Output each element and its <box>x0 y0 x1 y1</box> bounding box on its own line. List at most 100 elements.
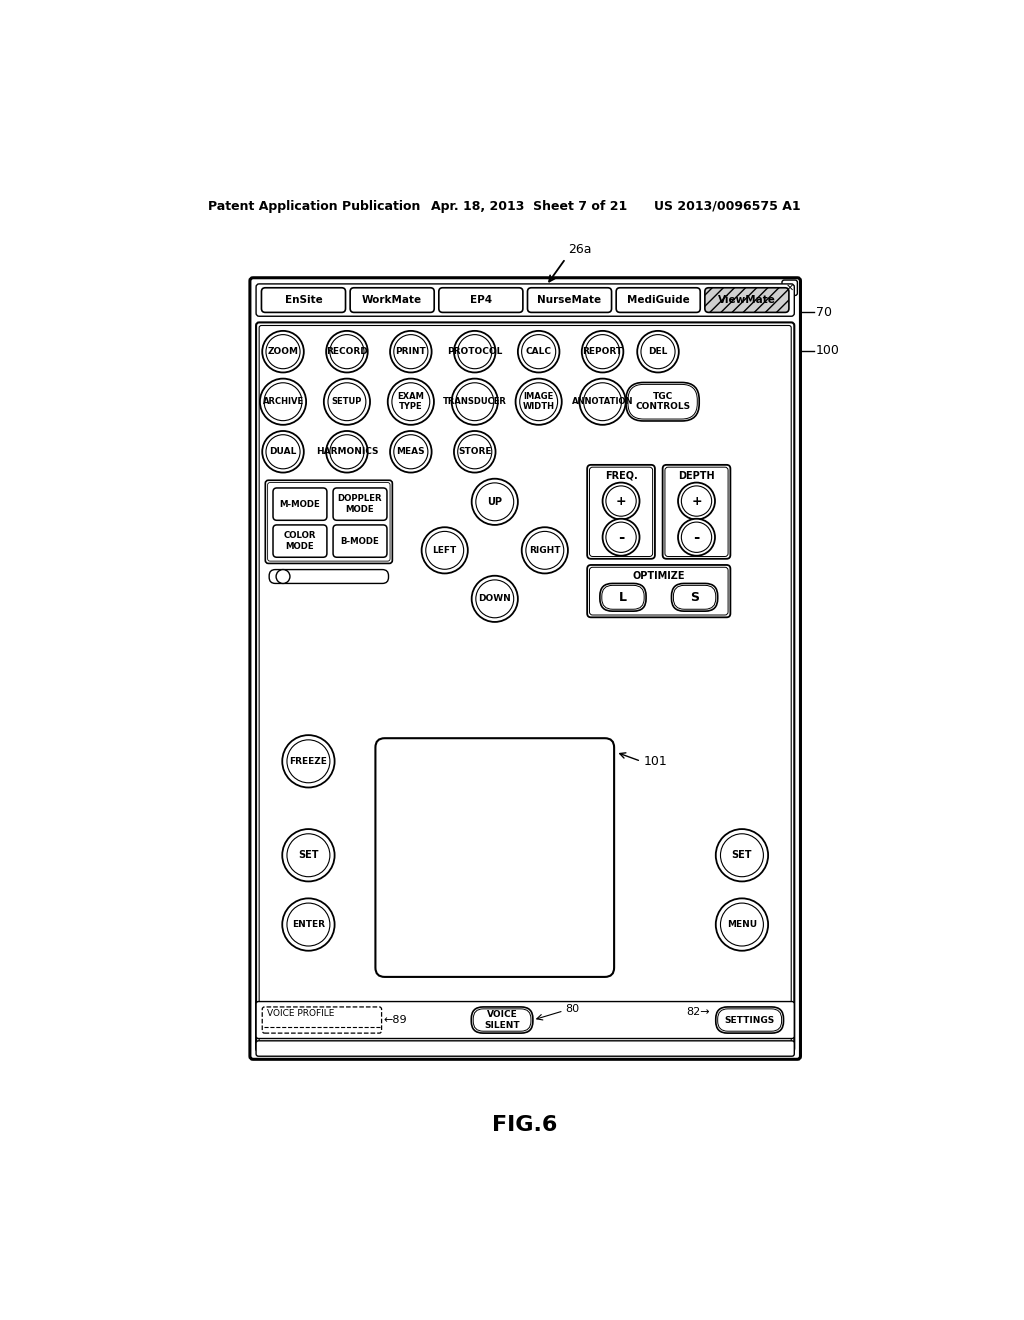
Circle shape <box>454 432 496 473</box>
Text: MEAS: MEAS <box>396 447 425 457</box>
FancyBboxPatch shape <box>705 288 788 313</box>
Text: DOWN: DOWN <box>478 594 511 603</box>
FancyBboxPatch shape <box>269 570 388 583</box>
Text: B-MODE: B-MODE <box>341 537 380 545</box>
Text: DEL: DEL <box>648 347 668 356</box>
Circle shape <box>458 335 492 368</box>
Circle shape <box>328 383 366 421</box>
Circle shape <box>283 829 335 882</box>
Text: SETUP: SETUP <box>332 397 362 407</box>
Text: EnSite: EnSite <box>285 296 323 305</box>
FancyBboxPatch shape <box>665 467 728 557</box>
Text: ANNOTATION: ANNOTATION <box>571 397 633 407</box>
Text: 82→: 82→ <box>686 1007 710 1018</box>
FancyBboxPatch shape <box>259 326 792 1048</box>
FancyBboxPatch shape <box>267 483 390 561</box>
Circle shape <box>602 483 640 520</box>
FancyBboxPatch shape <box>473 1008 531 1031</box>
FancyBboxPatch shape <box>590 568 728 615</box>
Text: Apr. 18, 2013  Sheet 7 of 21: Apr. 18, 2013 Sheet 7 of 21 <box>431 199 627 213</box>
Text: RIGHT: RIGHT <box>529 546 560 554</box>
FancyBboxPatch shape <box>265 480 392 564</box>
Text: TGC
CONTROLS: TGC CONTROLS <box>635 392 690 412</box>
Circle shape <box>287 834 330 876</box>
Text: FIG.6: FIG.6 <box>493 1115 557 1135</box>
Text: RECORD: RECORD <box>326 347 368 356</box>
Text: VOICE PROFILE: VOICE PROFILE <box>267 1008 334 1018</box>
FancyBboxPatch shape <box>439 288 523 313</box>
FancyBboxPatch shape <box>616 288 700 313</box>
Text: ENTER: ENTER <box>292 920 325 929</box>
Circle shape <box>283 899 335 950</box>
FancyBboxPatch shape <box>262 1007 382 1034</box>
FancyBboxPatch shape <box>376 738 614 977</box>
Text: SET: SET <box>298 850 318 861</box>
Circle shape <box>716 829 768 882</box>
FancyBboxPatch shape <box>716 1007 783 1034</box>
Circle shape <box>264 383 302 421</box>
FancyBboxPatch shape <box>256 284 795 317</box>
Circle shape <box>390 432 432 473</box>
Circle shape <box>476 579 514 618</box>
Text: MENU: MENU <box>727 920 757 929</box>
Circle shape <box>526 532 564 569</box>
Circle shape <box>262 331 304 372</box>
Text: DUAL: DUAL <box>269 447 297 457</box>
Text: COLOR
MODE: COLOR MODE <box>284 532 316 550</box>
Circle shape <box>518 331 559 372</box>
Text: IMAGE
WIDTH: IMAGE WIDTH <box>522 392 555 412</box>
Circle shape <box>721 903 764 946</box>
FancyBboxPatch shape <box>256 322 795 1052</box>
Circle shape <box>606 486 636 516</box>
FancyBboxPatch shape <box>471 1007 532 1034</box>
Text: SETTINGS: SETTINGS <box>725 1015 775 1024</box>
Text: UP: UP <box>487 496 502 507</box>
FancyBboxPatch shape <box>782 280 798 296</box>
FancyBboxPatch shape <box>663 465 730 558</box>
FancyBboxPatch shape <box>590 467 652 557</box>
Circle shape <box>276 570 290 583</box>
Circle shape <box>394 335 428 368</box>
Circle shape <box>452 379 498 425</box>
Text: WorkMate: WorkMate <box>362 296 422 305</box>
FancyBboxPatch shape <box>261 288 345 313</box>
Circle shape <box>394 434 428 469</box>
Circle shape <box>260 379 306 425</box>
Text: Patent Application Publication: Patent Application Publication <box>208 199 420 213</box>
Text: EXAM
TYPE: EXAM TYPE <box>397 392 424 412</box>
Circle shape <box>326 331 368 372</box>
Circle shape <box>586 335 620 368</box>
Circle shape <box>287 903 330 946</box>
FancyBboxPatch shape <box>273 525 327 557</box>
Text: HARMONICS: HARMONICS <box>315 447 378 457</box>
Circle shape <box>472 576 518 622</box>
Circle shape <box>582 331 624 372</box>
Text: VOICE
SILENT: VOICE SILENT <box>484 1010 520 1030</box>
Circle shape <box>287 739 330 783</box>
Text: ←89: ←89 <box>384 1015 408 1026</box>
Text: FREQ.: FREQ. <box>605 471 637 480</box>
Circle shape <box>716 899 768 950</box>
Text: US 2013/0096575 A1: US 2013/0096575 A1 <box>654 199 801 213</box>
Text: FREEZE: FREEZE <box>290 756 328 766</box>
Circle shape <box>476 483 514 521</box>
Circle shape <box>515 379 562 425</box>
Circle shape <box>456 383 494 421</box>
Circle shape <box>584 383 622 421</box>
Circle shape <box>262 432 304 473</box>
Text: 70: 70 <box>816 306 831 319</box>
Circle shape <box>521 527 568 573</box>
FancyBboxPatch shape <box>273 488 327 520</box>
Circle shape <box>458 434 492 469</box>
FancyBboxPatch shape <box>333 488 387 520</box>
FancyBboxPatch shape <box>256 1040 795 1056</box>
Text: ZOOM: ZOOM <box>267 347 299 356</box>
FancyBboxPatch shape <box>250 277 801 1059</box>
Circle shape <box>326 432 368 473</box>
Circle shape <box>681 486 712 516</box>
Text: +: + <box>691 495 701 508</box>
FancyBboxPatch shape <box>256 1002 795 1039</box>
Circle shape <box>392 383 430 421</box>
Circle shape <box>266 434 300 469</box>
Circle shape <box>681 523 712 552</box>
